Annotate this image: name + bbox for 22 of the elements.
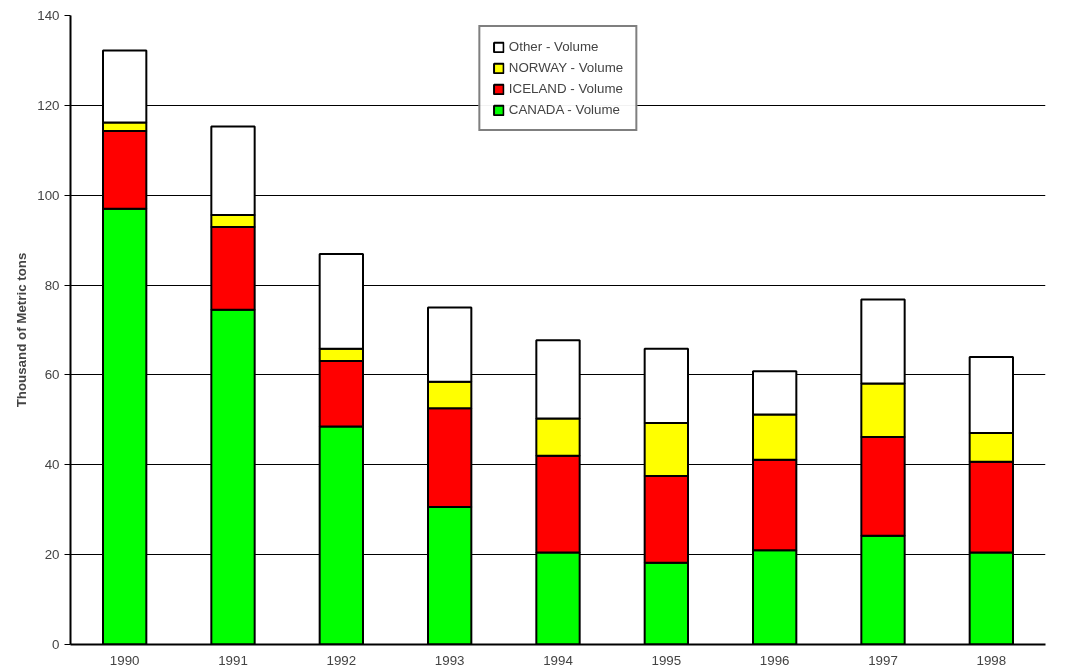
y-tick-label: 0 — [52, 637, 60, 652]
x-tick-label: 1992 — [326, 652, 357, 667]
legend-label: ICELAND - Volume — [508, 81, 623, 96]
y-tick-label: 140 — [37, 8, 60, 23]
x-tick-label: 1997 — [868, 652, 898, 667]
x-tick-label: 1995 — [651, 652, 682, 667]
legend-label: Other - Volume — [508, 39, 599, 54]
y-tick-label: 100 — [37, 187, 60, 203]
x-tick-label: 1998 — [976, 652, 1007, 667]
y-axis-title: Thousand of Metric tons — [14, 252, 30, 408]
x-tick-label: 1994 — [543, 652, 574, 667]
legend-label: CANADA - Volume — [508, 102, 620, 117]
x-tick-label: 1993 — [434, 652, 465, 667]
y-tick-label: 40 — [44, 457, 60, 473]
x-tick-label: 1996 — [759, 652, 790, 667]
x-tick-label: 1991 — [218, 652, 248, 667]
y-tick-label: 20 — [44, 547, 60, 563]
x-tick-label: 1990 — [109, 652, 140, 667]
y-tick-label: 120 — [37, 97, 60, 113]
legend-label: NORWAY - Volume — [508, 60, 624, 75]
y-tick-label: 80 — [44, 277, 60, 293]
y-tick-label: 60 — [44, 367, 60, 383]
